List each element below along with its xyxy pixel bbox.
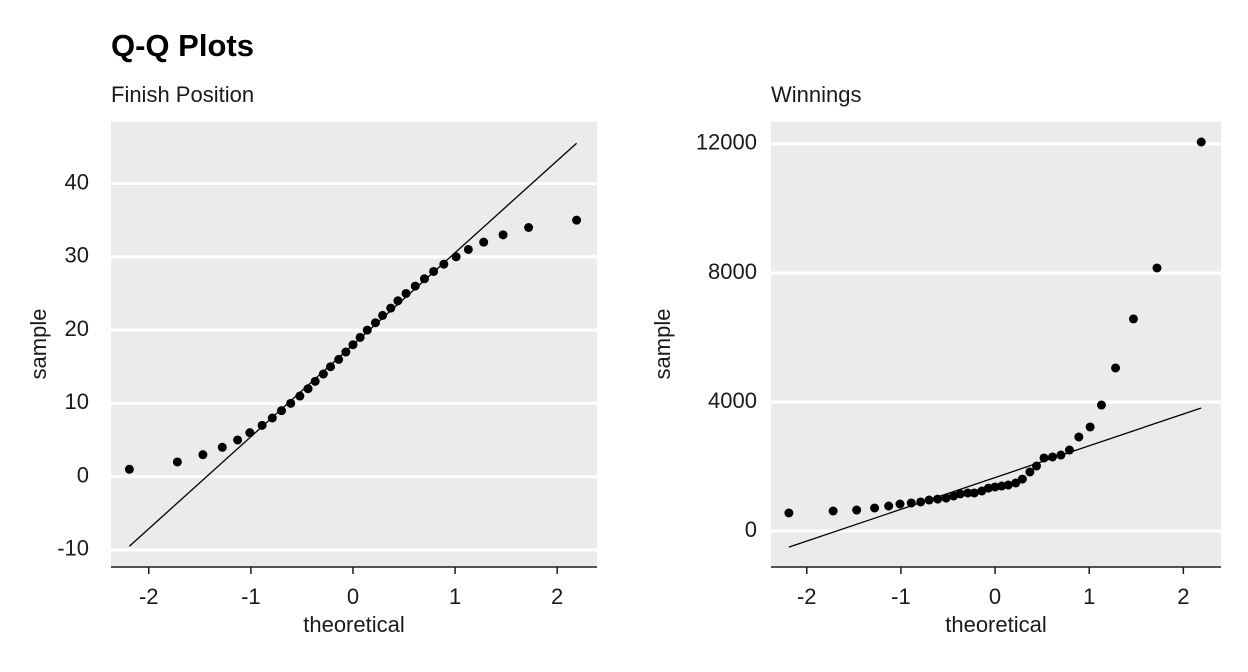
- y-tick-label: 0: [745, 517, 757, 542]
- point: [451, 252, 461, 262]
- y-tick-label: 30: [65, 243, 89, 268]
- y-tick-label: 12000: [696, 130, 757, 155]
- y-axis-label: sample: [650, 309, 675, 380]
- point: [479, 237, 489, 247]
- x-tick-label: 2: [1177, 584, 1189, 609]
- point: [498, 230, 508, 240]
- panel: [771, 122, 1221, 566]
- point: [1085, 422, 1095, 432]
- point: [1074, 432, 1084, 442]
- y-tick-label: 40: [65, 169, 89, 194]
- x-tick-label: -2: [797, 584, 817, 609]
- point: [1003, 480, 1013, 490]
- point: [524, 223, 534, 233]
- panel-title: Winnings: [771, 82, 861, 107]
- x-tick-label: 1: [449, 584, 461, 609]
- point: [378, 310, 388, 320]
- y-axis-label: sample: [26, 309, 51, 380]
- point: [1025, 467, 1035, 477]
- point: [257, 420, 267, 430]
- point: [1047, 452, 1057, 462]
- point: [341, 347, 351, 357]
- point: [245, 428, 255, 438]
- y-tick-label: 8000: [708, 259, 757, 284]
- point: [362, 325, 372, 335]
- point: [172, 457, 182, 467]
- point: [1039, 453, 1049, 463]
- reference-line: [788, 407, 1202, 548]
- point: [963, 488, 973, 498]
- point: [1056, 450, 1066, 460]
- point: [393, 296, 403, 306]
- point: [884, 501, 894, 511]
- point: [572, 215, 582, 225]
- y-tick-label: 20: [65, 316, 89, 341]
- point: [924, 495, 934, 505]
- figure-title: Q-Q Plots: [111, 28, 254, 63]
- point: [303, 384, 313, 394]
- point: [906, 498, 916, 508]
- point: [784, 508, 794, 518]
- point: [439, 259, 449, 269]
- point: [955, 489, 965, 499]
- point: [326, 362, 336, 372]
- point: [941, 493, 951, 503]
- point: [1031, 461, 1041, 471]
- point: [1017, 474, 1027, 484]
- point: [277, 406, 287, 416]
- y-tick-label: 4000: [708, 388, 757, 413]
- point: [334, 354, 344, 364]
- point: [198, 450, 208, 460]
- y-tick-label: -10: [57, 536, 89, 561]
- point: [295, 391, 305, 401]
- panel-title: Finish Position: [111, 82, 254, 107]
- point: [419, 274, 429, 284]
- point: [267, 413, 277, 423]
- point: [217, 442, 227, 452]
- point: [1011, 478, 1021, 488]
- point: [1128, 314, 1138, 324]
- x-tick-label: -1: [891, 584, 911, 609]
- point: [401, 288, 411, 298]
- x-axis-label: theoretical: [945, 612, 1047, 637]
- point: [1111, 363, 1121, 373]
- x-tick-label: 0: [347, 584, 359, 609]
- x-tick-label: 1: [1083, 584, 1095, 609]
- point: [870, 503, 880, 513]
- point: [463, 244, 473, 254]
- point: [124, 464, 134, 474]
- point: [410, 281, 420, 291]
- point: [1064, 445, 1074, 455]
- x-tick-label: -2: [139, 584, 159, 609]
- y-tick-label: 10: [65, 389, 89, 414]
- point: [1196, 137, 1206, 147]
- point: [310, 376, 320, 386]
- point: [370, 318, 380, 328]
- point: [348, 340, 358, 350]
- point: [1152, 263, 1162, 273]
- point: [852, 505, 862, 515]
- x-tick-label: 0: [989, 584, 1001, 609]
- x-axis-label: theoretical: [303, 612, 405, 637]
- point: [386, 303, 396, 313]
- point: [1096, 400, 1106, 410]
- x-tick-label: 2: [551, 584, 563, 609]
- point: [318, 369, 328, 379]
- point: [233, 435, 243, 445]
- point: [916, 497, 926, 507]
- point: [286, 398, 296, 408]
- point: [429, 266, 439, 276]
- point: [969, 488, 979, 498]
- point: [895, 499, 905, 509]
- point: [933, 494, 943, 504]
- x-tick-label: -1: [241, 584, 261, 609]
- point: [828, 506, 838, 516]
- y-tick-label: 0: [77, 462, 89, 487]
- point: [355, 332, 365, 342]
- point: [997, 481, 1007, 491]
- point: [990, 482, 1000, 492]
